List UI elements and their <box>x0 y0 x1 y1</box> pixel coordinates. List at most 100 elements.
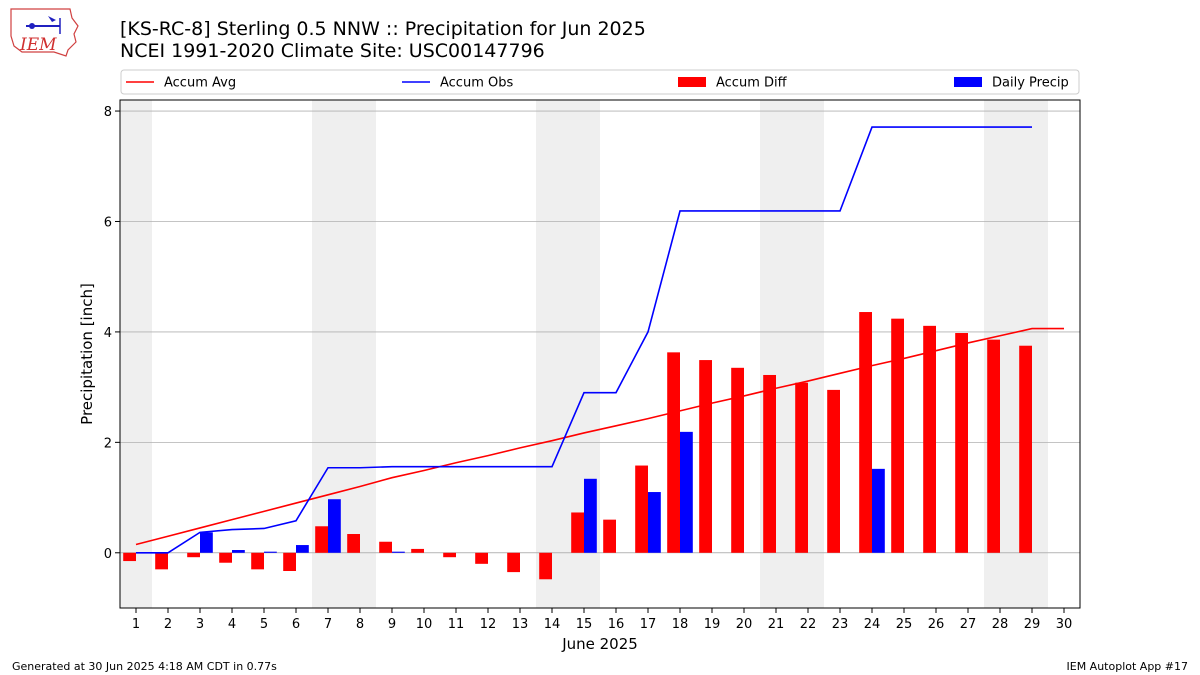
x-tick-label-16: 16 <box>608 617 625 632</box>
x-axis-ticks: 1 2 3 4 5 6 7 8 9 10 11 12 13 14 15 16 17 18 19 20 21 22 23 24 2… <box>132 608 1072 632</box>
y-tick-label-4: 4 <box>104 326 112 341</box>
y-axis-label: Precipitation [inch] <box>78 283 96 425</box>
x-tick-label-1: 1 <box>132 617 140 632</box>
x-tick-label-23: 23 <box>832 617 849 632</box>
bars <box>123 312 1032 580</box>
weekend-shading <box>120 100 1048 608</box>
x-tick-label-5: 5 <box>260 617 268 632</box>
x-tick-label-22: 22 <box>800 617 817 632</box>
accum-diff-bar-10 <box>411 548 424 553</box>
footer-generated: Generated at 30 Jun 2025 4:18 AM CDT in … <box>12 660 277 673</box>
x-tick-label-17: 17 <box>640 617 657 632</box>
accum-diff-bar-8 <box>347 534 360 553</box>
legend-label-1: Accum Obs <box>440 76 513 91</box>
chart-subtitle: NCEI 1991-2020 Climate Site: USC00147796 <box>120 40 545 62</box>
x-tick-label-8: 8 <box>356 617 364 632</box>
accum-diff-bar-22 <box>795 382 808 553</box>
x-tick-label-7: 7 <box>324 617 332 632</box>
x-tick-label-29: 29 <box>1024 617 1041 632</box>
y-tick-label-8: 8 <box>104 105 112 120</box>
accum-diff-bar-25 <box>891 318 904 553</box>
y-axis-ticks: 0 2 4 6 8 <box>104 105 120 562</box>
accum-diff-bar-2 <box>155 552 168 570</box>
lines <box>135 126 1064 554</box>
daily-precip-bar-4 <box>232 550 245 553</box>
accum-diff-bar-18 <box>667 352 680 553</box>
accum-diff-bar-28 <box>987 339 1000 553</box>
chart-title: [KS-RC-8] Sterling 0.5 NNW :: Precipitat… <box>120 18 646 40</box>
daily-precip-bar-6 <box>296 545 309 553</box>
x-tick-label-24: 24 <box>864 617 881 632</box>
legend-swatch-3 <box>954 77 982 87</box>
gridlines <box>120 110 1080 554</box>
accum-diff-bar-9 <box>379 541 392 553</box>
legend: Accum Avg Accum Obs Accum Diff Daily Precip <box>120 69 1080 95</box>
accum-diff-bar-4 <box>219 552 232 563</box>
legend-box <box>120 69 1080 95</box>
x-tick-label-14: 14 <box>544 617 561 632</box>
accum-diff-bar-26 <box>923 325 936 553</box>
accum-obs-line <box>136 126 1032 554</box>
plot-frame <box>119 99 1081 609</box>
accum-avg-line <box>135 327 1064 546</box>
accum-diff-bar-27 <box>955 333 968 553</box>
accum-diff-bar-14 <box>539 552 552 580</box>
accum-diff-bar-21 <box>763 374 776 553</box>
x-tick-label-18: 18 <box>672 617 689 632</box>
x-tick-label-13: 13 <box>512 617 529 632</box>
daily-precip-bar-7 <box>328 499 341 553</box>
daily-precip-bar-15 <box>584 478 597 553</box>
x-tick-label-3: 3 <box>196 617 204 632</box>
x-tick-label-27: 27 <box>960 617 977 632</box>
y-tick-label-6: 6 <box>104 215 112 230</box>
accum-diff-bar-15 <box>571 512 584 553</box>
accum-diff-bar-16 <box>603 519 616 553</box>
x-tick-label-28: 28 <box>992 617 1009 632</box>
x-tick-label-30: 30 <box>1056 617 1073 632</box>
legend-label-2: Accum Diff <box>716 76 788 91</box>
x-tick-label-6: 6 <box>292 617 300 632</box>
x-tick-label-10: 10 <box>416 617 433 632</box>
accum-diff-bar-5 <box>251 552 264 570</box>
x-axis-label: June 2025 <box>561 635 638 653</box>
accum-diff-bar-7 <box>315 526 328 553</box>
daily-precip-bar-9 <box>392 551 405 553</box>
footer-app: IEM Autoplot App #17 <box>1066 660 1189 673</box>
x-tick-label-15: 15 <box>576 617 593 632</box>
x-tick-label-4: 4 <box>228 617 236 632</box>
legend-label-0: Accum Avg <box>164 76 236 91</box>
x-tick-label-11: 11 <box>448 617 465 632</box>
x-tick-label-9: 9 <box>388 617 396 632</box>
accum-diff-bar-11 <box>443 552 456 558</box>
iem-logo: IEM <box>10 8 79 57</box>
x-tick-label-12: 12 <box>480 617 497 632</box>
weekend-shade-1 <box>312 100 376 608</box>
daily-precip-bar-18 <box>680 431 693 553</box>
accum-diff-bar-24 <box>859 312 872 553</box>
y-tick-label-2: 2 <box>104 436 112 451</box>
accum-diff-bar-17 <box>635 465 648 553</box>
x-tick-label-21: 21 <box>768 617 785 632</box>
y-tick-label-0: 0 <box>104 547 112 562</box>
x-tick-label-25: 25 <box>896 617 913 632</box>
x-tick-label-20: 20 <box>736 617 753 632</box>
accum-diff-bar-6 <box>283 552 296 572</box>
x-tick-label-26: 26 <box>928 617 945 632</box>
daily-precip-bar-24 <box>872 468 885 553</box>
accum-diff-bar-3 <box>187 552 200 558</box>
daily-precip-bar-5 <box>264 551 277 553</box>
accum-diff-bar-20 <box>731 367 744 553</box>
accum-diff-bar-19 <box>699 360 712 553</box>
daily-precip-bar-17 <box>648 492 661 553</box>
x-tick-label-19: 19 <box>704 617 721 632</box>
accum-diff-bar-13 <box>507 552 520 573</box>
weekend-shade-0 <box>120 100 152 608</box>
accum-diff-bar-23 <box>827 389 840 553</box>
legend-label-3: Daily Precip <box>992 76 1069 91</box>
accum-diff-bar-1 <box>123 552 136 562</box>
logo-text: IEM <box>19 35 57 55</box>
daily-precip-bar-3 <box>200 532 213 553</box>
legend-swatch-2 <box>678 77 706 87</box>
accum-diff-bar-12 <box>475 552 488 564</box>
